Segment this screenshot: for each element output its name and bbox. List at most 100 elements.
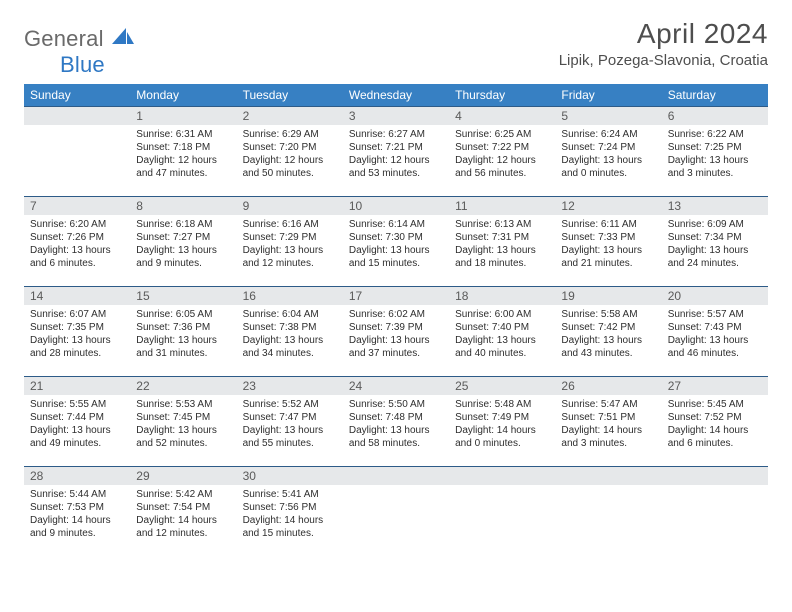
day-cell: Sunrise: 6:16 AMSunset: 7:29 PMDaylight:…: [237, 215, 343, 287]
day-cell: Sunrise: 6:24 AMSunset: 7:24 PMDaylight:…: [555, 125, 661, 197]
day-header: Wednesday: [343, 84, 449, 107]
day-number: 16: [237, 287, 343, 306]
day-number: 22: [130, 377, 236, 396]
day-cell: Sunrise: 6:22 AMSunset: 7:25 PMDaylight:…: [662, 125, 768, 197]
day-number: [555, 467, 661, 486]
daynum-row: 123456: [24, 107, 768, 126]
content-row: Sunrise: 5:55 AMSunset: 7:44 PMDaylight:…: [24, 395, 768, 467]
content-row: Sunrise: 5:44 AMSunset: 7:53 PMDaylight:…: [24, 485, 768, 556]
day-number: 21: [24, 377, 130, 396]
day-number: 6: [662, 107, 768, 126]
day-cell: Sunrise: 6:11 AMSunset: 7:33 PMDaylight:…: [555, 215, 661, 287]
title-block: April 2024 Lipik, Pozega-Slavonia, Croat…: [559, 18, 768, 69]
brand-part1: General: [24, 26, 104, 51]
content-row: Sunrise: 6:20 AMSunset: 7:26 PMDaylight:…: [24, 215, 768, 287]
day-cell: Sunrise: 6:20 AMSunset: 7:26 PMDaylight:…: [24, 215, 130, 287]
day-cell: Sunrise: 6:02 AMSunset: 7:39 PMDaylight:…: [343, 305, 449, 377]
day-number: 9: [237, 197, 343, 216]
day-number: 14: [24, 287, 130, 306]
day-cell: Sunrise: 6:18 AMSunset: 7:27 PMDaylight:…: [130, 215, 236, 287]
day-cell: [24, 125, 130, 197]
day-cell: Sunrise: 6:14 AMSunset: 7:30 PMDaylight:…: [343, 215, 449, 287]
calendar-body: 123456Sunrise: 6:31 AMSunset: 7:18 PMDay…: [24, 107, 768, 557]
day-number: 13: [662, 197, 768, 216]
day-number: 19: [555, 287, 661, 306]
day-cell: Sunrise: 5:47 AMSunset: 7:51 PMDaylight:…: [555, 395, 661, 467]
day-cell: Sunrise: 6:09 AMSunset: 7:34 PMDaylight:…: [662, 215, 768, 287]
day-cell: [343, 485, 449, 556]
calendar-table: Sunday Monday Tuesday Wednesday Thursday…: [24, 84, 768, 556]
day-cell: [662, 485, 768, 556]
daynum-row: 282930: [24, 467, 768, 486]
day-header: Tuesday: [237, 84, 343, 107]
day-cell: Sunrise: 6:05 AMSunset: 7:36 PMDaylight:…: [130, 305, 236, 377]
day-number: 7: [24, 197, 130, 216]
sail-icon: [112, 28, 134, 46]
day-cell: Sunrise: 6:31 AMSunset: 7:18 PMDaylight:…: [130, 125, 236, 197]
day-header: Saturday: [662, 84, 768, 107]
day-cell: Sunrise: 5:52 AMSunset: 7:47 PMDaylight:…: [237, 395, 343, 467]
day-cell: Sunrise: 6:13 AMSunset: 7:31 PMDaylight:…: [449, 215, 555, 287]
day-cell: Sunrise: 5:50 AMSunset: 7:48 PMDaylight:…: [343, 395, 449, 467]
day-cell: Sunrise: 5:41 AMSunset: 7:56 PMDaylight:…: [237, 485, 343, 556]
daynum-row: 78910111213: [24, 197, 768, 216]
day-cell: Sunrise: 5:58 AMSunset: 7:42 PMDaylight:…: [555, 305, 661, 377]
content-row: Sunrise: 6:07 AMSunset: 7:35 PMDaylight:…: [24, 305, 768, 377]
day-number: 8: [130, 197, 236, 216]
day-cell: [555, 485, 661, 556]
day-cell: Sunrise: 5:45 AMSunset: 7:52 PMDaylight:…: [662, 395, 768, 467]
brand-text: General Blue: [24, 26, 134, 78]
day-number: 25: [449, 377, 555, 396]
day-number: 1: [130, 107, 236, 126]
day-cell: Sunrise: 6:27 AMSunset: 7:21 PMDaylight:…: [343, 125, 449, 197]
page-title: April 2024: [559, 18, 768, 50]
day-number: 29: [130, 467, 236, 486]
day-number: 27: [662, 377, 768, 396]
day-cell: Sunrise: 5:42 AMSunset: 7:54 PMDaylight:…: [130, 485, 236, 556]
day-number: 26: [555, 377, 661, 396]
day-number: 3: [343, 107, 449, 126]
brand-part2: Blue: [60, 52, 105, 77]
day-number: [343, 467, 449, 486]
day-number: 2: [237, 107, 343, 126]
day-number: 18: [449, 287, 555, 306]
day-number: [24, 107, 130, 126]
daynum-row: 21222324252627: [24, 377, 768, 396]
day-cell: Sunrise: 5:44 AMSunset: 7:53 PMDaylight:…: [24, 485, 130, 556]
brand-logo: General Blue: [24, 26, 134, 78]
day-number: 30: [237, 467, 343, 486]
day-number: 23: [237, 377, 343, 396]
day-header: Thursday: [449, 84, 555, 107]
day-number: 12: [555, 197, 661, 216]
day-cell: Sunrise: 6:29 AMSunset: 7:20 PMDaylight:…: [237, 125, 343, 197]
day-cell: Sunrise: 5:57 AMSunset: 7:43 PMDaylight:…: [662, 305, 768, 377]
day-number: 4: [449, 107, 555, 126]
day-number: [449, 467, 555, 486]
daynum-row: 14151617181920: [24, 287, 768, 306]
day-cell: Sunrise: 5:53 AMSunset: 7:45 PMDaylight:…: [130, 395, 236, 467]
day-number: 11: [449, 197, 555, 216]
day-cell: [449, 485, 555, 556]
page-root: General Blue April 2024 Lipik, Pozega-Sl…: [0, 0, 792, 574]
content-row: Sunrise: 6:31 AMSunset: 7:18 PMDaylight:…: [24, 125, 768, 197]
location-text: Lipik, Pozega-Slavonia, Croatia: [559, 52, 768, 69]
day-number: 5: [555, 107, 661, 126]
day-cell: Sunrise: 6:25 AMSunset: 7:22 PMDaylight:…: [449, 125, 555, 197]
day-header: Monday: [130, 84, 236, 107]
day-number: 24: [343, 377, 449, 396]
day-number: [662, 467, 768, 486]
day-number: 17: [343, 287, 449, 306]
day-number: 10: [343, 197, 449, 216]
header-row: General Blue April 2024 Lipik, Pozega-Sl…: [24, 18, 768, 78]
day-cell: Sunrise: 5:55 AMSunset: 7:44 PMDaylight:…: [24, 395, 130, 467]
day-number: 28: [24, 467, 130, 486]
day-cell: Sunrise: 5:48 AMSunset: 7:49 PMDaylight:…: [449, 395, 555, 467]
day-cell: Sunrise: 6:00 AMSunset: 7:40 PMDaylight:…: [449, 305, 555, 377]
day-header: Sunday: [24, 84, 130, 107]
day-header: Friday: [555, 84, 661, 107]
day-cell: Sunrise: 6:07 AMSunset: 7:35 PMDaylight:…: [24, 305, 130, 377]
day-cell: Sunrise: 6:04 AMSunset: 7:38 PMDaylight:…: [237, 305, 343, 377]
day-header-row: Sunday Monday Tuesday Wednesday Thursday…: [24, 84, 768, 107]
day-number: 20: [662, 287, 768, 306]
day-number: 15: [130, 287, 236, 306]
